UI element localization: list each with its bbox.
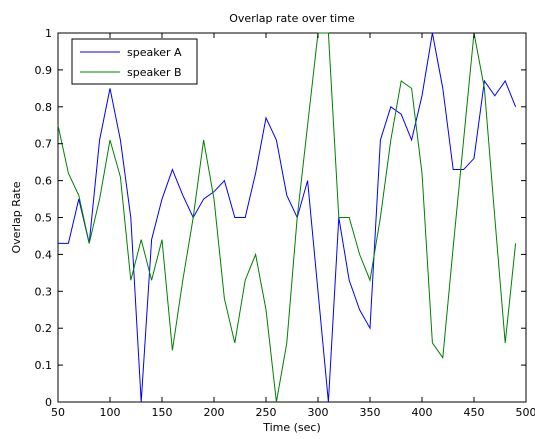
y-axis-ticks: 0 0.1 0.2 0.3 0.4 0.5 0.6 0.7 0.8 0.9 1	[35, 27, 526, 409]
x-tick-label: 350	[360, 406, 381, 419]
x-tick-label: 500	[516, 406, 535, 419]
x-tick-label: 150	[152, 406, 173, 419]
x-tick-label: 50	[51, 406, 65, 419]
x-tick-label: 300	[308, 406, 329, 419]
legend: speaker A speaker B	[71, 38, 198, 85]
x-tick-label: 200	[204, 406, 225, 419]
series-line-speaker-a	[58, 32, 517, 403]
y-tick-label: 0.3	[35, 285, 53, 298]
x-tick-label: 450	[464, 406, 485, 419]
y-tick-label: 0.9	[35, 64, 53, 77]
y-tick-label: 0.6	[35, 175, 53, 188]
series-group	[57, 32, 517, 403]
plot-area: 50 100 150 200 250 300 350 400 450 500 0 0.1 0.2 0.3…	[35, 27, 535, 419]
x-tick-label: 250	[256, 406, 277, 419]
x-axis-ticks: 50 100 150 200 250 300 350 400 450 500	[51, 33, 535, 419]
legend-label-speaker-b: speaker B	[127, 66, 182, 79]
series-line-speaker-b	[57, 32, 517, 403]
y-axis-label: Overlap Rate	[10, 181, 23, 253]
legend-box	[71, 38, 198, 85]
x-tick-label: 400	[412, 406, 433, 419]
y-tick-label: 1	[45, 27, 52, 40]
y-tick-label: 0	[45, 396, 52, 409]
y-tick-label: 0.7	[35, 138, 53, 151]
y-tick-label: 0.1	[35, 359, 53, 372]
y-tick-label: 0.8	[35, 101, 53, 114]
chart-title: Overlap rate over time	[229, 12, 355, 25]
axes-box	[57, 32, 527, 403]
legend-label-speaker-a: speaker A	[127, 46, 182, 59]
y-tick-label: 0.2	[35, 322, 53, 335]
x-tick-label: 100	[100, 406, 121, 419]
y-tick-label: 0.5	[35, 212, 53, 225]
x-axis-label: Time (sec)	[262, 421, 321, 434]
y-tick-label: 0.4	[35, 248, 53, 261]
